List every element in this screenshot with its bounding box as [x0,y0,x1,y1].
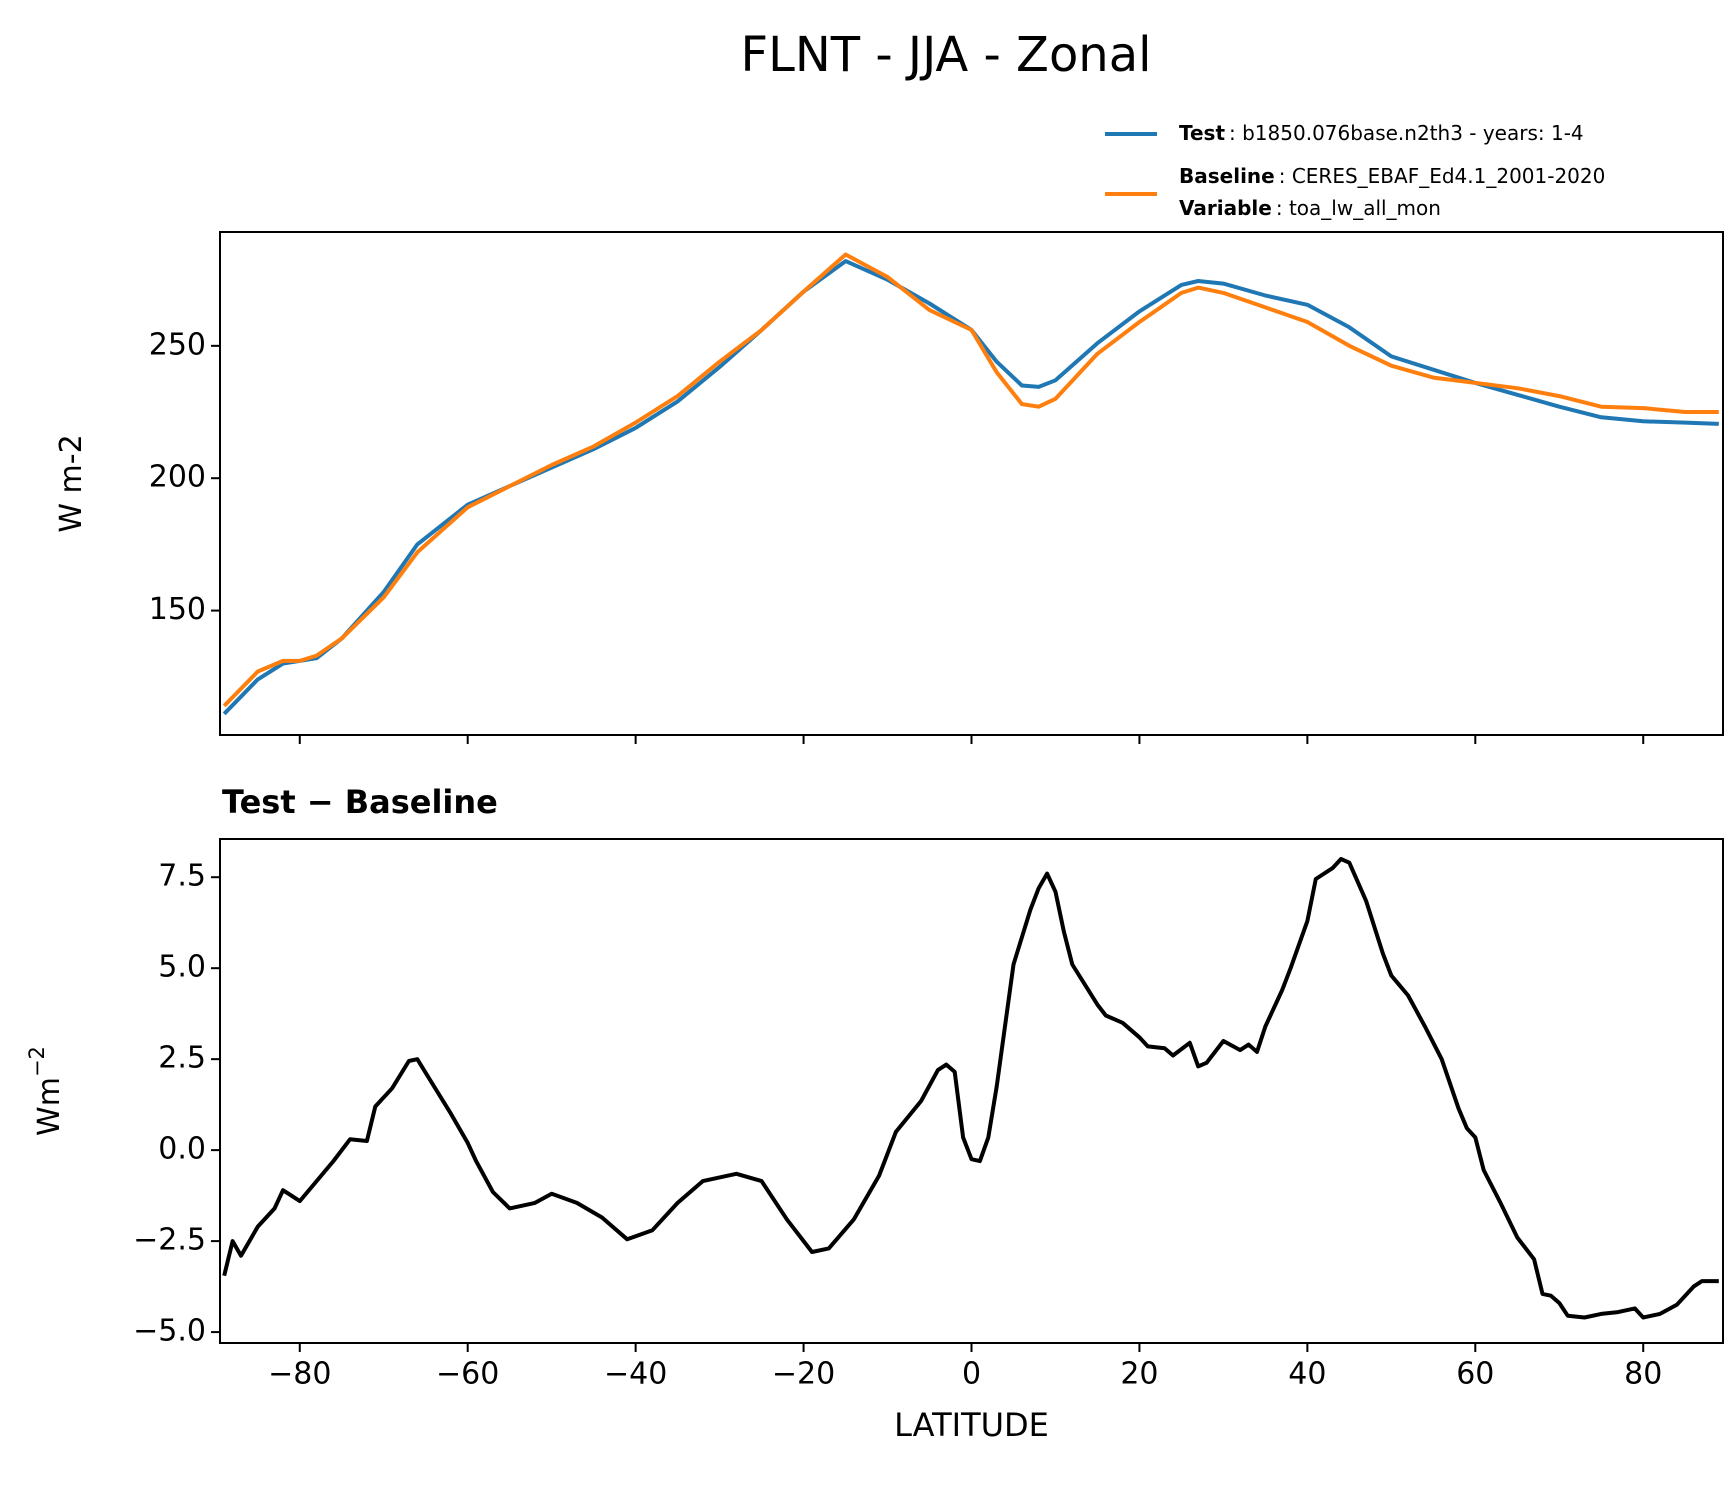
y-tick-label: 200 [149,460,206,495]
axes-frame [219,231,1724,736]
y-axis-label: Wm−2 [25,1046,67,1136]
legend-name: Baseline [1179,164,1275,188]
legend-detail: : CERES_EBAF_Ed4.1_2001-2020 [1279,164,1606,188]
y-tick-label: 150 [149,592,206,627]
y-tick-label: 2.5 [158,1041,206,1076]
figure-title: FLNT - JJA - Zonal [741,27,1152,83]
y-tick-label: 250 [149,327,206,362]
legend-detail: : b1850.076base.n2th3 - years: 1-4 [1229,121,1584,145]
y-tick-label: 5.0 [158,950,206,985]
series-line [222,252,1719,708]
x-tick-label: 20 [1120,1357,1158,1392]
x-tick-label: −20 [772,1357,835,1392]
x-tick-label: 40 [1288,1357,1326,1392]
legend-entry: Baseline: CERES_EBAF_Ed4.1_2001-2020 [1179,164,1605,188]
legend-entry: Test: b1850.076base.n2th3 - years: 1-4 [1179,121,1584,145]
y-tick-label: 7.5 [158,859,206,894]
legend-note-name: Variable [1179,196,1272,220]
x-tick-label: −60 [436,1357,499,1392]
y-tick-label: −2.5 [133,1223,206,1258]
data-line [222,857,1719,1320]
series-line [222,259,1719,716]
subplot-title: Test − Baseline [222,783,498,821]
legend-note: Variable: toa_lw_all_mon [1179,196,1441,220]
x-tick-label: 0 [962,1357,981,1392]
y-axis-label-superscript: −2 [25,1046,49,1077]
y-tick-label: −5.0 [133,1314,206,1349]
y-axis-label-text: W m-2 [54,434,89,532]
y-axis-label: W m-2 [54,434,89,532]
axes-frame [219,838,1724,1344]
y-tick-label: 0.0 [158,1132,206,1167]
x-tick-label: 80 [1624,1357,1662,1392]
x-tick-label: 60 [1456,1357,1494,1392]
y-axis-label-text: Wm [32,1077,67,1136]
x-tick-label: −80 [268,1357,331,1392]
x-tick-label: −40 [604,1357,667,1392]
legend-name: Test [1179,121,1225,145]
x-axis-label: LATITUDE [894,1406,1049,1444]
legend-note-detail: : toa_lw_all_mon [1276,196,1441,220]
